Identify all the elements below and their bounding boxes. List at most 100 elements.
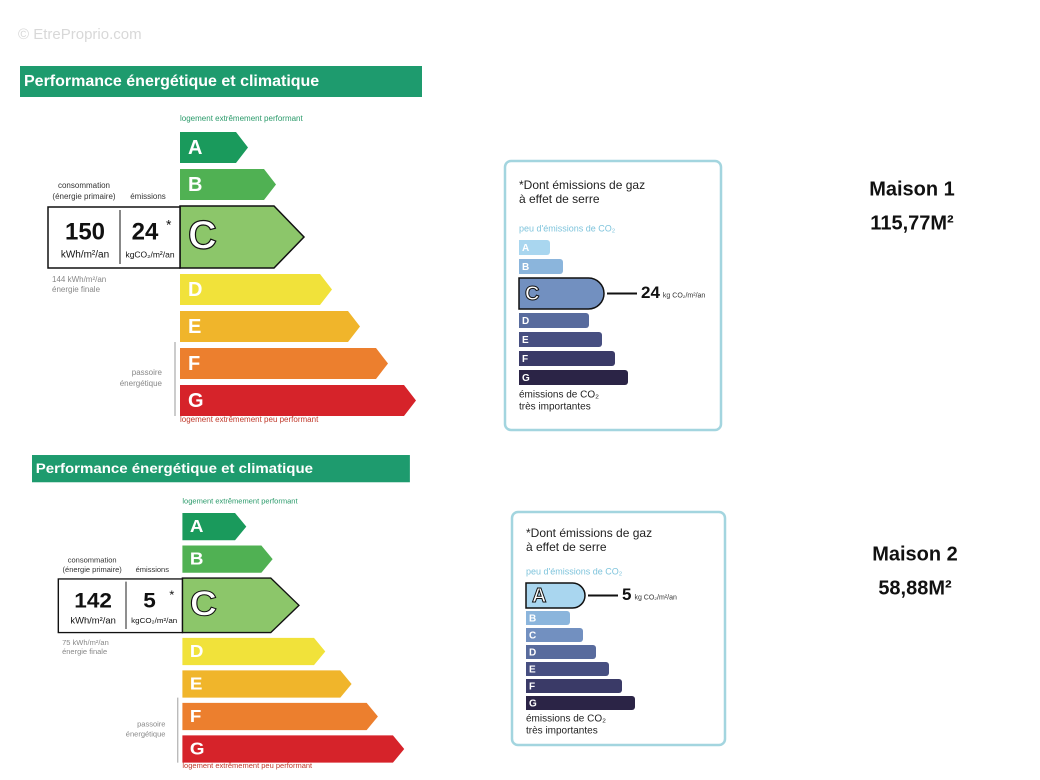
consumption-label: (énergie primaire) xyxy=(63,565,122,574)
ges-bar xyxy=(526,628,583,642)
emissions-value: 24 xyxy=(132,218,159,245)
ges-note: à effet de serre xyxy=(519,192,600,206)
value-box xyxy=(47,206,181,269)
grade-bar xyxy=(182,637,326,666)
ges-bottom-label: émissions de CO₂ xyxy=(519,390,599,401)
ges-bar xyxy=(519,370,628,385)
ges-letter: B xyxy=(529,614,536,625)
grade-bar xyxy=(180,311,360,342)
grade-bar xyxy=(180,348,388,379)
house-area: 58,88M² xyxy=(878,577,952,599)
consumption-value: 150 xyxy=(65,218,105,245)
emissions-label: émissions xyxy=(130,192,166,201)
ges-unit: kg CO₂/m²/an xyxy=(663,292,706,299)
grade-letter: A xyxy=(190,517,204,536)
grade-bar xyxy=(180,274,332,305)
grade-letter: B xyxy=(190,549,204,568)
panel-title: Performance énergétique et climatique xyxy=(24,73,319,90)
top-label: logement extrêmement performant xyxy=(182,497,297,506)
ges-letter: A xyxy=(532,585,546,607)
consumption-label: (énergie primaire) xyxy=(52,192,115,201)
emissions-unit: kgCO₂/m²/an xyxy=(131,616,177,625)
emissions-label: émissions xyxy=(136,565,170,574)
title-bar xyxy=(20,66,422,97)
final-energy: énergie finale xyxy=(62,647,107,656)
ges-letter: D xyxy=(522,316,529,327)
ges-top-label: peu d'émissions de CO₂ xyxy=(526,566,623,576)
ges-bar xyxy=(519,240,550,255)
grade-bar xyxy=(180,169,276,200)
ges-letter: C xyxy=(529,631,536,642)
final-energy: 75 kWh/m²/an xyxy=(62,638,109,647)
house-name: Maison 1 xyxy=(869,178,955,200)
ges-note: *Dont émissions de gaz xyxy=(519,178,645,192)
grade-bar xyxy=(182,545,273,573)
ges-letter: C xyxy=(525,283,539,305)
passoire-label: énergétique xyxy=(126,730,166,739)
bottom-label: logement extrêmement peu performant xyxy=(182,761,312,770)
grade-letter: F xyxy=(188,353,200,375)
emissions-unit: kgCO₂/m²/an xyxy=(125,249,174,259)
emissions-value: 5 xyxy=(143,588,156,612)
ges-letter: B xyxy=(522,262,529,273)
grade-letter: D xyxy=(188,279,202,301)
grade-letter: A xyxy=(188,137,202,159)
ges-note: à effet de serre xyxy=(526,540,607,554)
final-energy: énergie finale xyxy=(52,285,101,294)
ges-letter: A xyxy=(522,243,529,254)
house-name: Maison 2 xyxy=(872,543,958,565)
ges-bottom-label: très importantes xyxy=(519,402,591,413)
ges-bottom-label: émissions de CO₂ xyxy=(526,714,606,725)
ges-bar xyxy=(526,645,596,659)
grade-letter: D xyxy=(190,642,204,661)
grade-bar xyxy=(182,670,352,698)
ges-bar xyxy=(518,277,605,310)
ges-bar xyxy=(519,313,589,328)
ges-bar xyxy=(525,582,586,609)
consumption-label: consommation xyxy=(68,556,117,565)
grade-bar xyxy=(182,735,405,763)
grade-letter: G xyxy=(188,390,204,412)
ges-letter: D xyxy=(529,648,536,659)
ges-letter: G xyxy=(529,699,537,710)
grade-bar xyxy=(182,702,378,731)
ges-bar xyxy=(526,679,622,693)
grade-letter: C xyxy=(188,214,217,258)
emissions-mark: * xyxy=(169,587,174,601)
grade-bar xyxy=(180,385,416,416)
grade-letter: C xyxy=(190,584,217,624)
ges-bar xyxy=(526,662,609,676)
passoire-label: passoire xyxy=(137,720,165,729)
ges-unit: kg CO₂/m²/an xyxy=(634,594,677,601)
ges-letter: F xyxy=(522,354,528,365)
passoire-label: énergétique xyxy=(120,379,163,388)
consumption-unit: kWh/m²/an xyxy=(61,250,109,261)
dpe-panel: Performance énergétique et climatique log… xyxy=(20,66,422,424)
top-label: logement extrêmement performant xyxy=(180,114,304,123)
ges-letter: E xyxy=(522,335,529,346)
grade-bar xyxy=(182,513,247,541)
ges-bar xyxy=(519,351,615,366)
ges-value: 5 xyxy=(622,585,631,604)
value-box xyxy=(57,578,184,634)
ges-bar xyxy=(526,611,570,625)
ges-bottom-label: très importantes xyxy=(526,726,598,737)
house-area: 115,77M² xyxy=(870,212,954,234)
ges-value: 24 xyxy=(641,283,660,302)
final-energy: 144 kWh/m²/an xyxy=(52,275,106,284)
consumption-unit: kWh/m²/an xyxy=(70,616,115,626)
consumption-label: consommation xyxy=(58,181,110,190)
grade-letter: F xyxy=(190,707,201,726)
dpe-panel: Performance énergétique et climatique log… xyxy=(32,455,410,770)
ges-top-label: peu d'émissions de CO₂ xyxy=(519,223,616,233)
ges-note: *Dont émissions de gaz xyxy=(526,526,652,540)
emissions-mark: * xyxy=(166,217,172,233)
ges-bar xyxy=(519,259,563,274)
grade-bar xyxy=(180,132,248,163)
title-bar xyxy=(32,455,410,483)
ges-letter: G xyxy=(522,373,530,384)
grade-letter: E xyxy=(188,316,201,338)
ges-letter: F xyxy=(529,682,535,693)
